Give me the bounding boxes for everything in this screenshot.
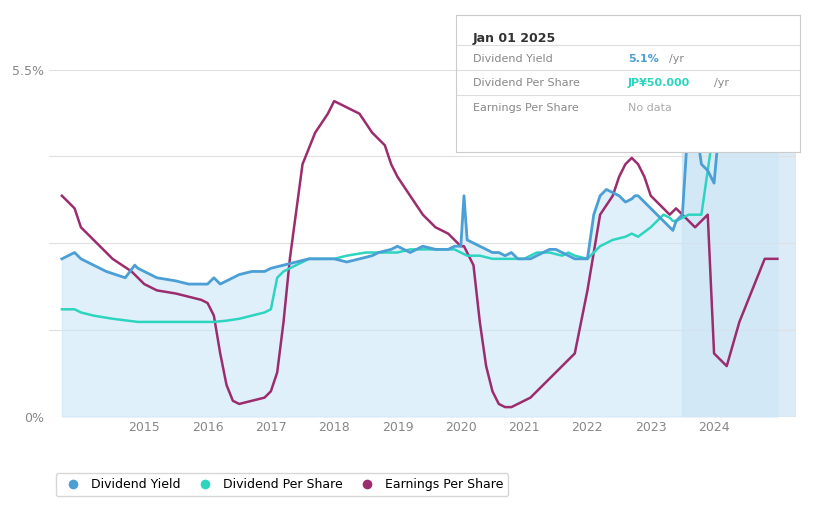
Text: /yr: /yr bbox=[714, 78, 729, 88]
Text: Dividend Yield: Dividend Yield bbox=[473, 54, 553, 64]
Text: /yr: /yr bbox=[669, 54, 685, 64]
Text: 5.1%: 5.1% bbox=[628, 54, 658, 64]
Text: JP¥50.000: JP¥50.000 bbox=[628, 78, 690, 88]
Text: Jan 01 2025: Jan 01 2025 bbox=[473, 31, 556, 45]
Text: Earnings Per Share: Earnings Per Share bbox=[473, 103, 579, 113]
Text: Past: Past bbox=[761, 111, 787, 123]
Legend: Dividend Yield, Dividend Per Share, Earnings Per Share: Dividend Yield, Dividend Per Share, Earn… bbox=[56, 473, 508, 496]
Bar bbox=[682, 25, 796, 417]
Text: Dividend Per Share: Dividend Per Share bbox=[473, 78, 580, 88]
Text: No data: No data bbox=[628, 103, 672, 113]
